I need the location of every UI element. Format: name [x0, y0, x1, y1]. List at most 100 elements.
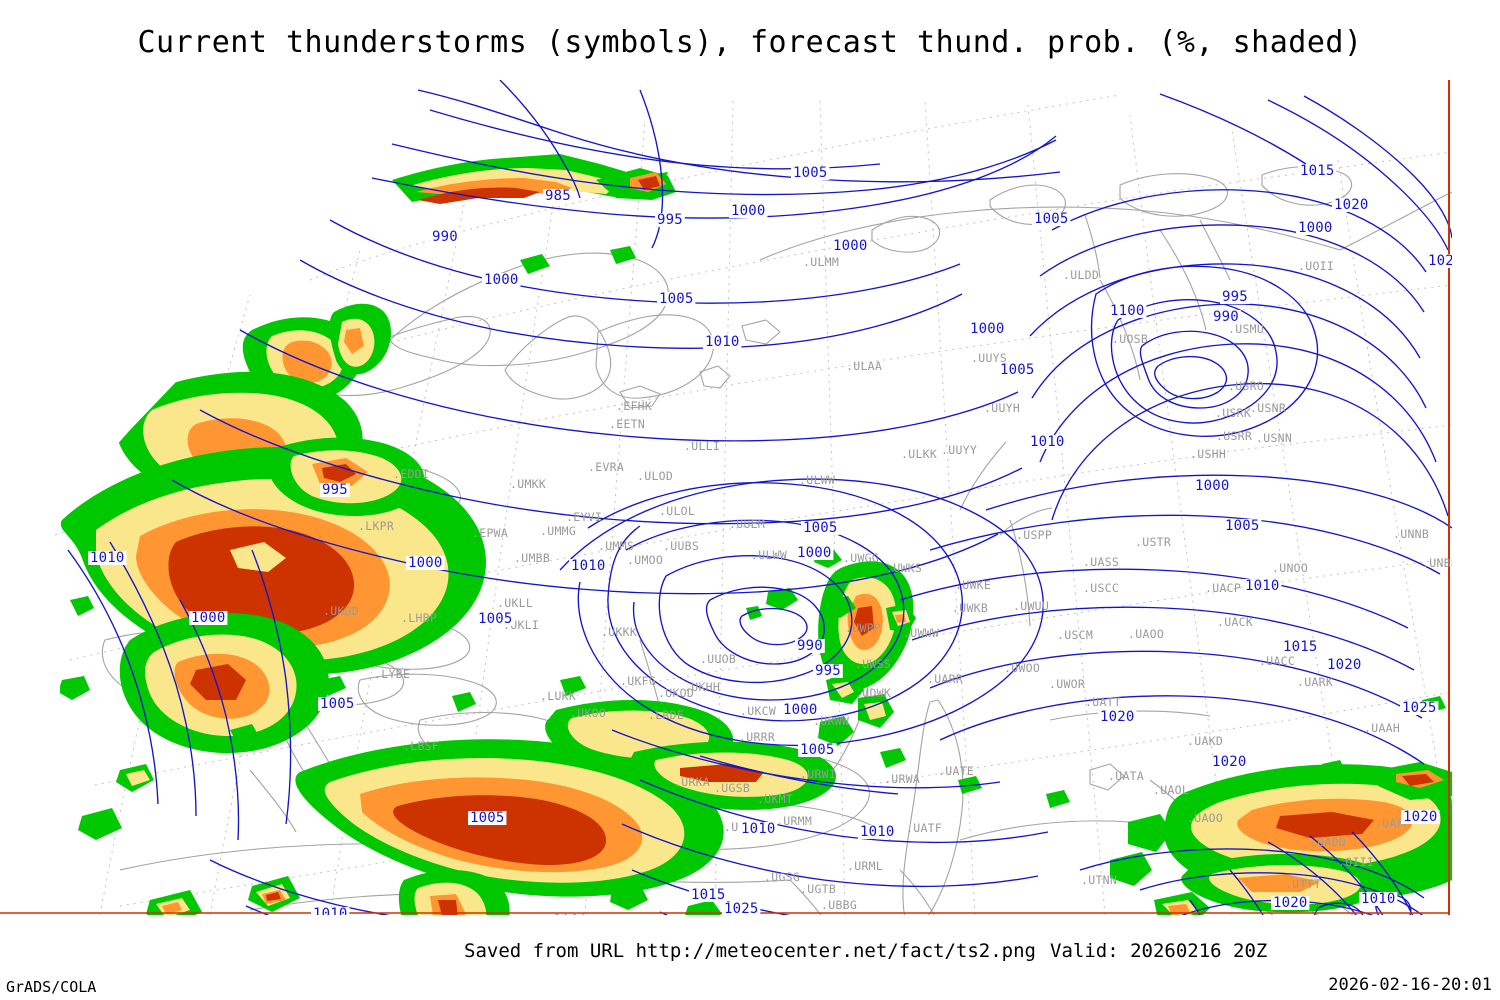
- isobar-label-backdrop: [655, 213, 685, 227]
- station-label: .UUOB: [700, 652, 736, 666]
- isobar-label: 1010: [741, 821, 776, 837]
- station-label: .UWUU: [1013, 599, 1049, 613]
- station-label: .ULLI: [684, 439, 720, 453]
- page-title: Current thunderstorms (symbols), forecas…: [137, 25, 1363, 60]
- station-label: .UUBS: [663, 539, 699, 553]
- isobar-label: 990: [432, 229, 458, 245]
- station-label: .ULWW: [799, 473, 835, 487]
- station-label: .UACK: [1217, 615, 1253, 629]
- isobar-label: 985: [545, 188, 571, 204]
- isobar-label: 990: [797, 638, 823, 654]
- station-label: .UWKE: [955, 578, 991, 592]
- station-label: .ULKK: [901, 447, 937, 461]
- station-label: .UNNB: [1393, 527, 1429, 541]
- station-label: .UACC: [1259, 654, 1295, 668]
- station-label: .UMOO: [627, 553, 663, 567]
- isobar-label-backdrop: [406, 556, 445, 570]
- station-label: .ULOL: [659, 504, 695, 518]
- station-label: .UUYY: [941, 443, 977, 457]
- isobar-label: 1010: [860, 824, 895, 840]
- isobar-label: 1000: [970, 321, 1005, 337]
- isobar-label-backdrop: [729, 204, 768, 218]
- isobar-label: 1000: [783, 702, 818, 718]
- station-label: .URML: [847, 859, 883, 873]
- isobar-label-backdrop: [703, 335, 742, 349]
- station-label: .UATE: [938, 764, 974, 778]
- isobar-label-backdrop: [468, 811, 507, 825]
- station-label: .UACP: [1205, 581, 1241, 595]
- isobar-label-backdrop: [1296, 221, 1335, 235]
- isobar-label-backdrop: [1028, 435, 1067, 449]
- isobar-label: 995: [322, 482, 348, 498]
- station-label: .USTR: [1135, 535, 1171, 549]
- isobar-label-backdrop: [1032, 212, 1071, 226]
- station-label: .USRR: [1216, 429, 1252, 443]
- station-label: .UKCW: [740, 704, 776, 718]
- station-label: .URMM: [776, 814, 812, 828]
- station-label: .UWKS: [886, 561, 922, 575]
- station-label: .UATA: [1108, 769, 1144, 783]
- generation-timestamp: 2026-02-16-20:01: [1328, 975, 1492, 995]
- station-label: .UMKK: [510, 477, 546, 491]
- isobar-label: 1005: [803, 520, 838, 536]
- isobar-label: 1000: [408, 555, 443, 571]
- isobar-label: 1020: [1334, 197, 1369, 213]
- station-label: .LHBP: [401, 611, 437, 625]
- isobar-label-backdrop: [482, 273, 521, 287]
- isobar-label-backdrop: [1325, 658, 1364, 672]
- isobar-label: 1020: [1327, 657, 1362, 673]
- isobar-label: 1000: [731, 203, 766, 219]
- isobar-label-backdrop: [689, 888, 728, 902]
- station-label: .USRO: [1228, 379, 1264, 393]
- isobar-label: 1005: [800, 742, 835, 758]
- isobar-label-backdrop: [551, 914, 590, 915]
- station-label: .UDWK: [855, 686, 891, 700]
- station-label: .UWSS: [855, 657, 891, 671]
- isobar-label-backdrop: [1223, 519, 1262, 533]
- station-labels: .EFHK .EETN .ULLI .EVRA .ULOD .UMKK .EDDI .ULAA…: [323, 255, 1452, 915]
- isobar-label: 1025: [1402, 700, 1437, 716]
- station-label: .UMMS: [598, 539, 634, 553]
- isobar-label: 1005: [1034, 211, 1069, 227]
- station-label: .UUEM: [729, 517, 765, 531]
- isobar-label-backdrop: [795, 639, 825, 653]
- station-label: .USNR: [1250, 401, 1286, 415]
- isobar-label-backdrop: [1400, 701, 1439, 715]
- station-label: .UATT: [1085, 695, 1121, 709]
- isobar-label-backdrop: [1401, 810, 1440, 824]
- station-label: .LBSF: [403, 739, 439, 753]
- isobar-label: 1005: [659, 291, 694, 307]
- isobar-label: 990: [1213, 309, 1239, 325]
- station-label: .UATF: [906, 821, 942, 835]
- station-label: .USCM: [1057, 628, 1093, 642]
- station-label: .UWOO: [1004, 661, 1040, 675]
- isobar-label: 1020: [1100, 709, 1135, 725]
- station-label: .EDDI: [393, 467, 429, 481]
- isobar-label: 1005: [793, 165, 828, 181]
- station-label: .UKFG: [620, 674, 656, 688]
- isobar-label-backdrop: [791, 166, 830, 180]
- isobar-label: 1025: [724, 901, 759, 915]
- isobar-label: 1000: [833, 238, 868, 254]
- isobar-label-backdrop: [657, 292, 696, 306]
- station-label: .URWA: [884, 772, 920, 786]
- isobar-label-backdrop: [320, 483, 350, 497]
- isobar-label-backdrop: [1332, 198, 1371, 212]
- station-label: .UKHH: [684, 680, 720, 694]
- isobar-label: 1020: [1403, 809, 1438, 825]
- isobar-label-backdrop: [430, 230, 460, 244]
- isobar-label-backdrop: [1298, 164, 1337, 178]
- station-label: .EETN: [609, 417, 645, 431]
- isobar-label: 1000: [797, 545, 832, 561]
- station-label: .URWW: [813, 714, 849, 728]
- station-label: .EPWA: [472, 526, 508, 540]
- station-label: .UOSB: [1112, 332, 1148, 346]
- isobar-label-backdrop: [831, 239, 870, 253]
- isobar-label-backdrop: [1281, 640, 1320, 654]
- isobar-label-backdrop: [739, 822, 778, 836]
- station-label: .OIII: [1338, 855, 1374, 869]
- isobar-label: 1010: [1030, 434, 1065, 450]
- station-label: .UWGG: [843, 551, 879, 565]
- isobar-label: 1010: [705, 334, 740, 350]
- isobar-label-backdrop: [1211, 310, 1241, 324]
